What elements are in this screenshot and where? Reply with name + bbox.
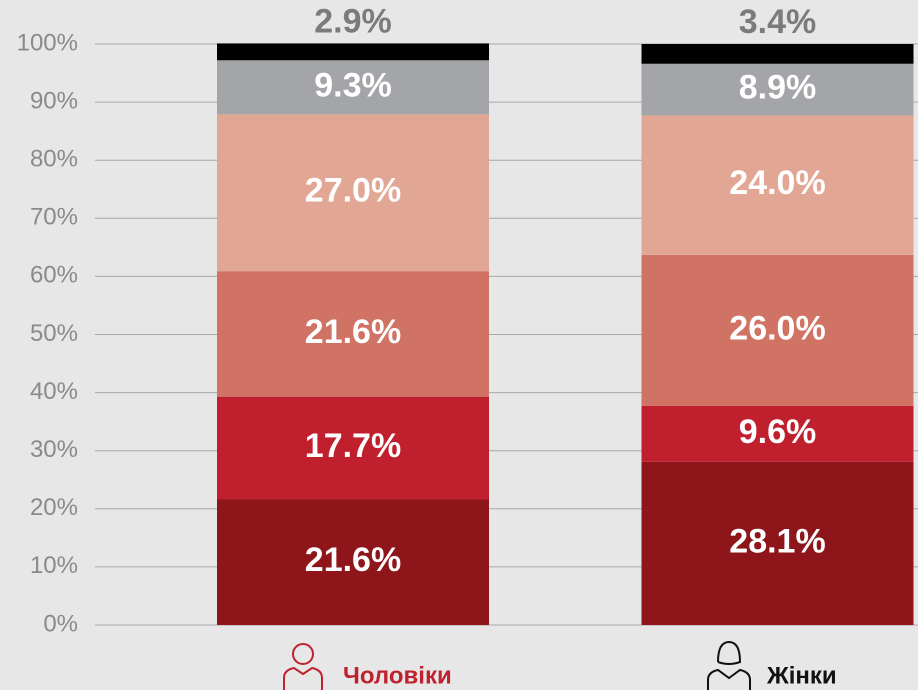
- data-label: 3.4%: [739, 3, 817, 41]
- y-tick-label: 40%: [30, 378, 78, 405]
- x-tick-label: Жінки: [766, 662, 837, 689]
- data-label: 21.6%: [305, 541, 401, 579]
- male-icon: [283, 643, 323, 690]
- bar-segment: [217, 114, 489, 272]
- bar-segment: [641, 461, 914, 625]
- data-label: 27.0%: [305, 172, 401, 210]
- data-label: 24.0%: [729, 164, 825, 202]
- y-tick-label: 80%: [30, 146, 78, 173]
- bar-segment: [217, 271, 489, 397]
- y-tick-label: 70%: [30, 204, 78, 231]
- bar-segment: [641, 115, 914, 255]
- y-tick-label: 0%: [43, 610, 78, 637]
- data-label: 2.9%: [314, 2, 392, 40]
- y-tick-label: 60%: [30, 262, 78, 289]
- data-label: 21.6%: [305, 313, 401, 351]
- y-tick-label: 100%: [17, 29, 78, 56]
- y-tick-label: 20%: [30, 494, 78, 521]
- bar-segment: [641, 44, 914, 64]
- bar-segment: [217, 396, 489, 500]
- data-label: 9.3%: [314, 66, 392, 104]
- data-label: 26.0%: [729, 309, 825, 347]
- data-label: 17.7%: [305, 427, 401, 465]
- bar-segment: [641, 254, 914, 406]
- female-icon: [707, 640, 751, 690]
- y-tick-label: 50%: [30, 320, 78, 347]
- data-label: 9.6%: [739, 413, 817, 451]
- bar-segment: [641, 405, 914, 462]
- y-tick-label: 30%: [30, 436, 78, 463]
- data-label: 28.1%: [729, 522, 825, 560]
- bar-segment: [641, 63, 914, 116]
- bar-segment: [217, 499, 489, 625]
- data-label: 8.9%: [739, 69, 817, 107]
- x-tick-label: Чоловіки: [343, 662, 452, 689]
- y-tick-label: 90%: [30, 87, 78, 114]
- bar-segment: [217, 60, 489, 115]
- y-tick-label: 10%: [30, 552, 78, 579]
- bar-segment: [217, 43, 489, 61]
